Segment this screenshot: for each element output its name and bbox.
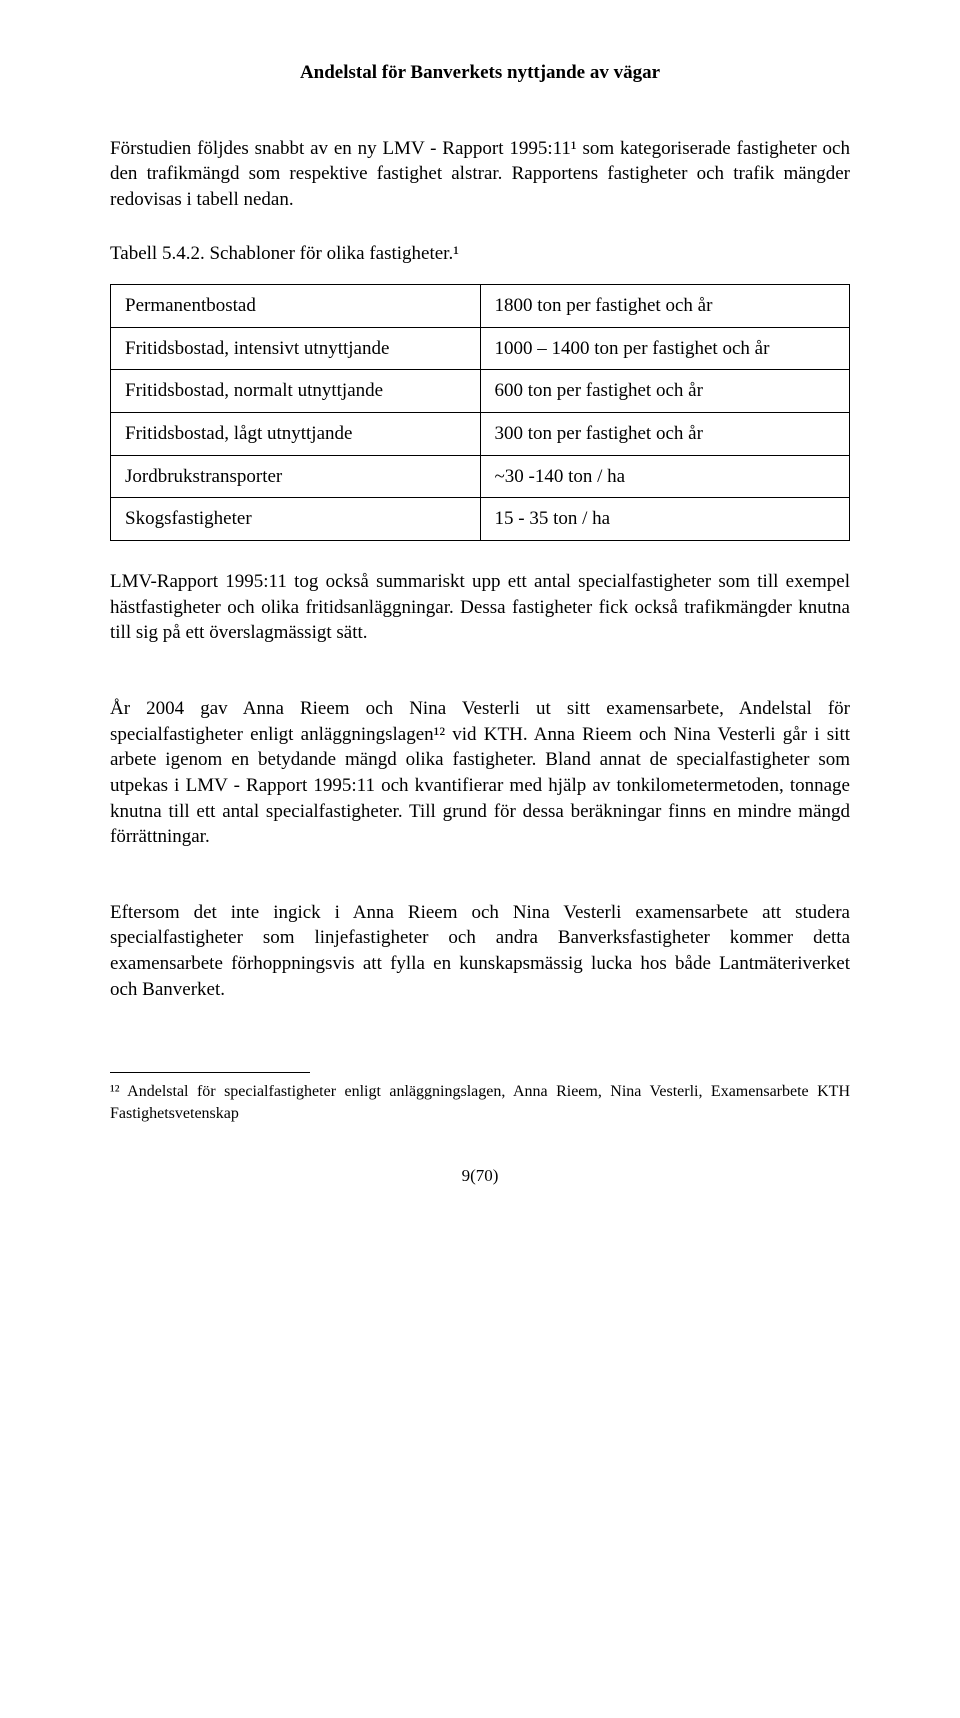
paragraph-4: Eftersom det inte ingick i Anna Rieem oc… <box>110 900 850 1003</box>
running-head: Andelstal för Banverkets nyttjande av vä… <box>110 60 850 86</box>
paragraph-3: År 2004 gav Anna Rieem och Nina Vesterli… <box>110 696 850 850</box>
table-cell: Jordbrukstransporter <box>111 455 481 498</box>
table-cell: Fritidsbostad, lågt utnyttjande <box>111 413 481 456</box>
table-row: Permanentbostad 1800 ton per fastighet o… <box>111 285 850 328</box>
table-cell: Fritidsbostad, normalt utnyttjande <box>111 370 481 413</box>
table-cell: 600 ton per fastighet och år <box>480 370 850 413</box>
table-cell: 300 ton per fastighet och år <box>480 413 850 456</box>
page-number: 9(70) <box>110 1165 850 1188</box>
table-row: Fritidsbostad, lågt utnyttjande 300 ton … <box>111 413 850 456</box>
paragraph-2: LMV-Rapport 1995:11 tog också summariskt… <box>110 569 850 646</box>
table-cell: 15 - 35 ton / ha <box>480 498 850 541</box>
footnote-separator <box>110 1072 310 1073</box>
table-cell: ~30 -140 ton / ha <box>480 455 850 498</box>
table-row: Skogsfastigheter 15 - 35 ton / ha <box>111 498 850 541</box>
table-row: Fritidsbostad, normalt utnyttjande 600 t… <box>111 370 850 413</box>
table-caption: Tabell 5.4.2. Schabloner för olika fasti… <box>110 241 850 267</box>
footnote-12: ¹² Andelstal för specialfastigheter enli… <box>110 1081 850 1124</box>
paragraph-1: Förstudien följdes snabbt av en ny LMV -… <box>110 136 850 213</box>
table-cell: 1800 ton per fastighet och år <box>480 285 850 328</box>
table-cell: Fritidsbostad, intensivt utnyttjande <box>111 327 481 370</box>
table-cell: Skogsfastigheter <box>111 498 481 541</box>
table-row: Jordbrukstransporter ~30 -140 ton / ha <box>111 455 850 498</box>
table-cell: Permanentbostad <box>111 285 481 328</box>
table-cell: 1000 – 1400 ton per fastighet och år <box>480 327 850 370</box>
table-row: Fritidsbostad, intensivt utnyttjande 100… <box>111 327 850 370</box>
schablon-table: Permanentbostad 1800 ton per fastighet o… <box>110 284 850 541</box>
